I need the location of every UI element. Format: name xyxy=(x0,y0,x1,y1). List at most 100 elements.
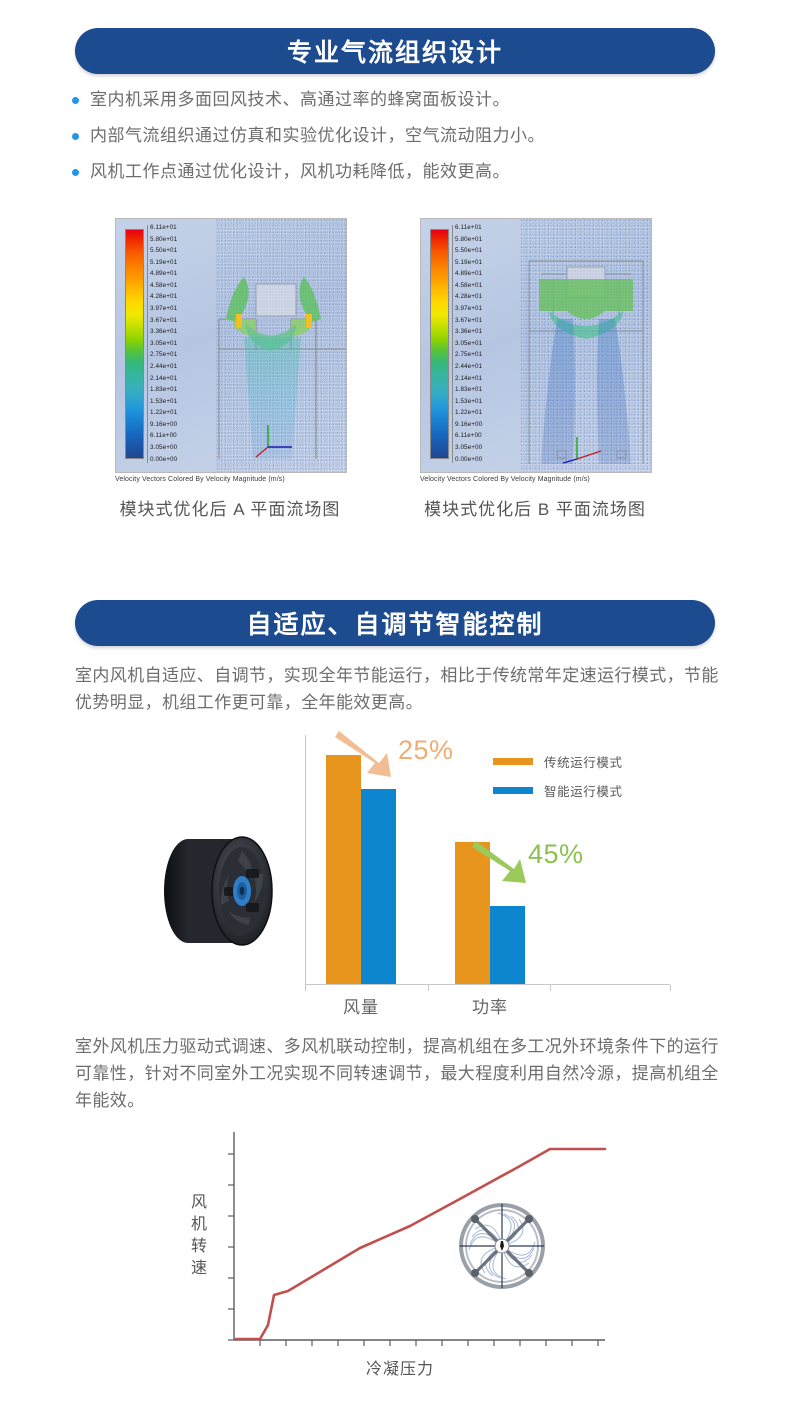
colorbar-tick: 3.67e+01 xyxy=(455,316,483,324)
axis-triad-icon xyxy=(562,437,602,464)
colorbar-tick: 6.11e+00 xyxy=(150,432,177,440)
colorbar-tick: 9.16e+00 xyxy=(150,420,178,428)
annotation-label-45: 45% xyxy=(528,839,584,869)
list-item: 内部气流组织通过仿真和实验优化设计，空气流动阻力小。 xyxy=(72,124,732,147)
colorbar-tick-labels-b: 6.11e+01 5.80e+01 5.50e+01 5.19e+01 4.89… xyxy=(455,224,515,463)
line-chart-fan-speed-vs-pressure: 风机转速 xyxy=(180,1120,620,1420)
bar-chart-x-axis xyxy=(305,984,670,985)
colorbar-tick: 4.58e+01 xyxy=(150,281,178,289)
cfd-legend-caption-b: Velocity Vectors Colored By Velocity Mag… xyxy=(420,476,590,483)
colorbar-axis-line xyxy=(147,225,148,463)
list-item: 风机工作点通过优化设计，风机功耗降低，能效更高。 xyxy=(72,160,732,183)
bar-chart-category-label: 风量 xyxy=(343,998,379,1017)
colorbar-tick: 1.83e+01 xyxy=(150,386,178,394)
colorbar-tick: 0.00e+00 xyxy=(150,455,178,463)
bullet-dot-icon xyxy=(72,133,79,140)
bar-traditional-power xyxy=(455,842,490,984)
line-chart-x-axis-label: 冷凝压力 xyxy=(365,1361,434,1378)
legend-swatch-blue xyxy=(493,787,533,794)
bullet-text: 风机工作点通过优化设计，风机功耗降低，能效更高。 xyxy=(90,162,510,181)
colorbar-tick: 5.50e+01 xyxy=(150,247,178,255)
colorbar-tick: 9.16e+00 xyxy=(455,420,483,428)
list-item: 室内机采用多面回风技术、高通过率的蜂窝面板设计。 xyxy=(72,88,732,111)
bar-chart-legend: 传统运行模式 智能运行模式 xyxy=(493,752,623,810)
colorbar-tick-labels-a: 6.11e+01 5.80e+01 5.50e+01 5.19e+01 4.89… xyxy=(150,224,210,463)
colorbar-tick: 3.05e+00 xyxy=(455,443,483,451)
bullet-dot-icon xyxy=(72,169,79,176)
colorbar-tick: 6.11e+01 xyxy=(150,224,177,231)
feature-bullet-list: 室内机采用多面回风技术、高通过率的蜂窝面板设计。 内部气流组织通过仿真和实验优化… xyxy=(72,88,732,196)
centrifugal-fan-impeller-icon xyxy=(164,836,273,946)
cfd-image-b: 6.11e+01 5.80e+01 5.50e+01 5.19e+01 4.89… xyxy=(420,218,652,473)
colorbar-tick: 1.83e+01 xyxy=(455,386,483,394)
cfd-panel-a: 6.11e+01 5.80e+01 5.50e+01 5.19e+01 4.89… xyxy=(115,218,347,520)
colorbar-tick: 6.11e+00 xyxy=(455,432,482,440)
legend-item-traditional: 传统运行模式 xyxy=(493,752,623,771)
colorbar-tick: 1.22e+01 xyxy=(150,409,178,417)
bullet-dot-icon xyxy=(72,97,79,104)
section-banner-airflow: 专业气流组织设计 xyxy=(75,28,715,74)
colorbar-tick: 3.36e+01 xyxy=(150,328,178,336)
cfd-figure-group: 6.11e+01 5.80e+01 5.50e+01 5.19e+01 4.89… xyxy=(0,218,790,538)
line-chart-y-axis-label: 风机转速 xyxy=(190,1194,207,1277)
banner-title-airflow: 专业气流组织设计 xyxy=(286,39,503,67)
annotation-label-25: 25% xyxy=(398,735,454,765)
colorbar-tick: 5.80e+01 xyxy=(455,235,483,243)
colorbar-tick: 4.28e+01 xyxy=(455,293,483,301)
bar-chart-category-label: 功率 xyxy=(472,998,508,1017)
colorbar-tick: 2.44e+01 xyxy=(150,362,178,370)
colorbar-tick: 2.44e+01 xyxy=(455,362,483,370)
colorbar-tick: 1.53e+01 xyxy=(150,397,178,405)
bar-chart-x-tick xyxy=(670,985,671,991)
cfd-image-a: 6.11e+01 5.80e+01 5.50e+01 5.19e+01 4.89… xyxy=(115,218,347,473)
legend-label-smart: 智能运行模式 xyxy=(544,785,623,799)
colorbar-tick: 4.28e+01 xyxy=(150,293,178,301)
colorbar-b xyxy=(430,229,449,459)
cfd-panel-b: 6.11e+01 5.80e+01 5.50e+01 5.19e+01 4.89… xyxy=(420,218,652,520)
bullet-text: 内部气流组织通过仿真和实验优化设计，空气流动阻力小。 xyxy=(90,126,545,145)
colorbar-a xyxy=(125,229,144,459)
banner-title-control: 自适应、自调节智能控制 xyxy=(246,611,544,639)
colorbar-tick: 1.22e+01 xyxy=(455,409,483,417)
legend-item-smart: 智能运行模式 xyxy=(493,781,623,800)
cfd-caption-a: 模块式优化后 A 平面流场图 xyxy=(119,500,341,519)
bar-chart-x-tick xyxy=(550,985,551,991)
cfd-caption-b: 模块式优化后 B 平面流场图 xyxy=(424,500,646,519)
colorbar-tick: 5.19e+01 xyxy=(455,258,483,266)
colorbar-tick: 2.14e+01 xyxy=(455,374,483,382)
colorbar-tick: 4.58e+01 xyxy=(455,281,483,289)
annotation-arrow-45 xyxy=(472,841,526,883)
cfd-legend-caption-a: Velocity Vectors Colored By Velocity Mag… xyxy=(115,476,285,483)
colorbar-tick: 2.75e+01 xyxy=(455,351,483,359)
colorbar-tick: 5.19e+01 xyxy=(150,258,178,266)
colorbar-tick: 3.97e+01 xyxy=(455,305,483,313)
colorbar-tick: 5.50e+01 xyxy=(455,247,483,255)
colorbar-tick: 4.89e+01 xyxy=(455,270,483,278)
colorbar-tick: 3.97e+01 xyxy=(150,305,178,313)
colorbar-tick: 3.05e+01 xyxy=(455,339,483,347)
cfd-vector-field-b xyxy=(521,219,651,472)
section-banner-control: 自适应、自调节智能控制 xyxy=(75,600,715,646)
colorbar-tick: 3.05e+00 xyxy=(150,443,178,451)
bar-chart-y-axis xyxy=(305,735,306,985)
line-chart-plot-area xyxy=(228,1132,607,1346)
colorbar-tick: 6.11e+01 xyxy=(455,224,482,231)
bar-smart-airflow xyxy=(361,789,396,984)
bullet-text: 室内机采用多面回风技术、高通过率的蜂窝面板设计。 xyxy=(90,90,510,109)
axial-fan-icon xyxy=(459,1203,545,1289)
colorbar-tick: 2.14e+01 xyxy=(150,374,178,382)
annotation-arrow-25 xyxy=(335,731,391,777)
colorbar-tick: 2.75e+01 xyxy=(150,351,178,359)
bar-chart-x-tick xyxy=(305,985,306,991)
colorbar-tick: 5.80e+01 xyxy=(150,235,178,243)
legend-swatch-orange xyxy=(493,758,533,765)
colorbar-tick: 1.53e+01 xyxy=(455,397,483,405)
paragraph-indoor-fan: 室内风机自适应、自调节，实现全年节能运行，相比于传统常年定速运行模式，节能优势明… xyxy=(75,666,719,712)
legend-label-traditional: 传统运行模式 xyxy=(544,756,623,770)
colorbar-tick: 4.89e+01 xyxy=(150,270,178,278)
bar-chart-x-tick xyxy=(428,985,429,991)
line-chart-series-fan-speed xyxy=(234,1147,607,1341)
axis-triad-icon xyxy=(255,425,292,458)
bar-smart-power xyxy=(490,906,525,984)
paragraph-outdoor-fan: 室外风机压力驱动式调速、多风机联动控制，提高机组在多工况外环境条件下的运行可靠性… xyxy=(75,1037,719,1110)
